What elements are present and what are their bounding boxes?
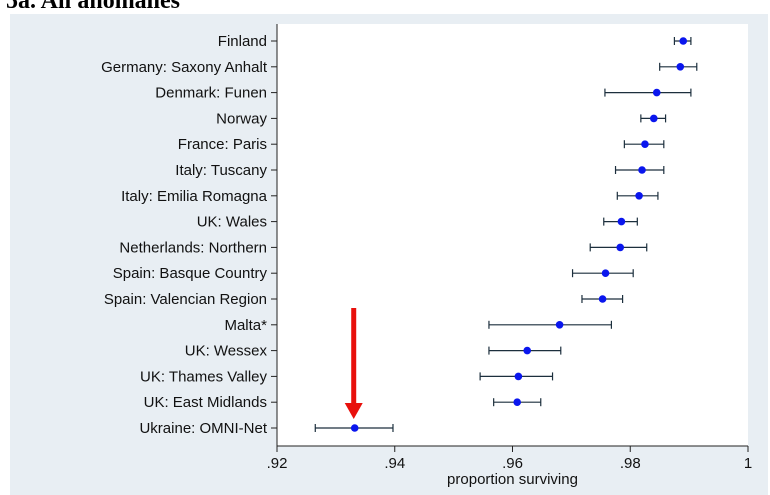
data-point [555, 321, 564, 329]
x-axis: .92 .94 .96 .98 1 [267, 445, 752, 472]
x-tick-label: .98 [620, 455, 641, 472]
data-marks [314, 37, 698, 432]
y-tick-label: Malta* [224, 317, 267, 334]
data-point [641, 140, 649, 148]
data-point-group [603, 217, 638, 226]
data-point [676, 63, 685, 71]
y-tick-label: Spain: Basque Country [113, 265, 268, 282]
data-point-group [488, 320, 613, 329]
data-point [513, 398, 522, 407]
y-tick-label: Finland [218, 33, 267, 50]
data-point [638, 166, 646, 174]
data-point [617, 217, 626, 226]
data-point [523, 346, 532, 355]
data-point-group [614, 166, 665, 174]
y-axis: Finland Germany: Saxony Anhalt Denmark: Fu… [101, 24, 278, 446]
data-point-group [589, 243, 648, 252]
data-point [652, 88, 661, 97]
data-point [635, 192, 643, 200]
data-point-group [488, 346, 562, 355]
data-point-group [581, 295, 624, 303]
data-point-group [640, 114, 667, 123]
data-point-group [616, 191, 659, 200]
data-point-group [314, 424, 394, 432]
y-tick-label: Germany: Saxony Anhalt [101, 59, 268, 76]
y-tick-label: Netherlands: Northern [119, 239, 267, 256]
highlight-arrow-head [344, 403, 363, 419]
y-tick-label: UK: Wessex [185, 343, 268, 360]
chart-title: 5a. All anomalies [6, 0, 181, 14]
data-point-group [659, 62, 698, 71]
y-tick-label: Italy: Emilia Romagna [121, 188, 268, 205]
y-tick-label: Spain: Valencian Region [104, 291, 267, 308]
data-point-group [493, 398, 542, 407]
chart-area: Finland Germany: Saxony Anhalt Denmark: Fu… [10, 14, 768, 495]
y-tick-label: UK: Wales [197, 214, 267, 231]
plot-background [277, 24, 748, 446]
chart-svg: Finland Germany: Saxony Anhalt Denmark: Fu… [101, 24, 752, 488]
data-point [679, 37, 688, 45]
y-tick-label: France: Paris [178, 136, 267, 153]
data-point [601, 269, 610, 277]
y-tick-label: Denmark: Funen [155, 85, 267, 102]
y-tick-label: Italy: Tuscany [175, 162, 267, 179]
x-tick-label: .92 [267, 455, 288, 472]
data-point-group [604, 88, 692, 97]
y-tick-label: UK: Thames Valley [140, 368, 267, 385]
data-point [650, 114, 658, 123]
data-point [616, 243, 625, 252]
data-point [514, 372, 523, 381]
data-point-group [479, 372, 554, 381]
data-point [598, 295, 607, 303]
data-point-group [571, 269, 634, 278]
highlight-arrow-shaft [351, 308, 357, 405]
x-tick-label: .96 [502, 455, 523, 472]
annotations [344, 308, 363, 419]
x-tick-label: 1 [744, 455, 752, 472]
data-point-group [673, 37, 692, 45]
y-tick-label: UK: East Midlands [144, 394, 267, 411]
data-point-group [623, 140, 665, 149]
y-tick-label: Ukraine: OMNI-Net [139, 420, 267, 437]
y-tick-label: Norway [216, 110, 267, 127]
data-point [350, 424, 359, 432]
x-axis-label: proportion surviving [447, 471, 578, 488]
x-tick-label: .94 [384, 455, 405, 472]
